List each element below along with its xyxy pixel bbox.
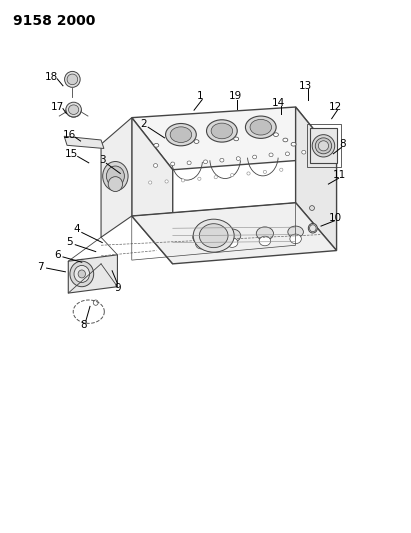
Ellipse shape xyxy=(106,166,125,186)
Ellipse shape xyxy=(302,150,306,154)
Ellipse shape xyxy=(193,219,234,252)
Text: 9: 9 xyxy=(114,283,121,293)
Ellipse shape xyxy=(78,270,85,278)
Ellipse shape xyxy=(236,157,240,160)
Polygon shape xyxy=(296,107,337,251)
Text: 1: 1 xyxy=(197,91,204,101)
Ellipse shape xyxy=(309,225,316,232)
Ellipse shape xyxy=(250,119,272,135)
Ellipse shape xyxy=(153,164,157,167)
Ellipse shape xyxy=(206,120,237,142)
Ellipse shape xyxy=(165,180,168,183)
Ellipse shape xyxy=(74,265,90,282)
Ellipse shape xyxy=(194,140,199,143)
Ellipse shape xyxy=(269,153,273,157)
Ellipse shape xyxy=(148,181,152,184)
Ellipse shape xyxy=(103,161,128,191)
Ellipse shape xyxy=(253,155,257,159)
Ellipse shape xyxy=(70,261,94,287)
Polygon shape xyxy=(132,107,337,169)
Ellipse shape xyxy=(263,170,266,173)
Ellipse shape xyxy=(319,141,328,151)
Text: 4: 4 xyxy=(73,224,80,235)
Ellipse shape xyxy=(69,105,79,115)
Ellipse shape xyxy=(285,152,289,156)
Text: 6: 6 xyxy=(54,250,60,260)
Text: 19: 19 xyxy=(229,91,242,101)
Ellipse shape xyxy=(65,71,80,87)
Ellipse shape xyxy=(309,206,314,211)
Ellipse shape xyxy=(193,231,210,244)
Ellipse shape xyxy=(245,116,276,139)
Text: 16: 16 xyxy=(63,130,76,140)
Polygon shape xyxy=(310,128,337,163)
Ellipse shape xyxy=(66,102,81,117)
Ellipse shape xyxy=(93,300,98,305)
Ellipse shape xyxy=(214,175,217,179)
Ellipse shape xyxy=(220,158,224,162)
Ellipse shape xyxy=(273,133,278,136)
Ellipse shape xyxy=(231,173,234,176)
Ellipse shape xyxy=(171,162,175,166)
Ellipse shape xyxy=(315,138,332,154)
Ellipse shape xyxy=(283,138,288,142)
Text: 15: 15 xyxy=(65,149,78,159)
Ellipse shape xyxy=(291,142,296,146)
Ellipse shape xyxy=(170,127,192,142)
Text: 12: 12 xyxy=(329,102,342,112)
Ellipse shape xyxy=(196,239,207,249)
Ellipse shape xyxy=(308,223,317,233)
Ellipse shape xyxy=(108,176,122,191)
Ellipse shape xyxy=(288,226,303,238)
Text: 13: 13 xyxy=(299,81,312,91)
Polygon shape xyxy=(68,255,118,293)
Text: 2: 2 xyxy=(140,119,147,129)
Ellipse shape xyxy=(181,179,185,182)
Ellipse shape xyxy=(226,238,238,247)
Text: 3: 3 xyxy=(99,155,106,165)
Polygon shape xyxy=(64,136,104,149)
Text: 7: 7 xyxy=(37,262,44,271)
Ellipse shape xyxy=(290,234,301,244)
Ellipse shape xyxy=(187,161,191,165)
Text: 8: 8 xyxy=(80,320,87,330)
Ellipse shape xyxy=(199,224,228,248)
Text: 17: 17 xyxy=(51,102,64,112)
Ellipse shape xyxy=(198,177,201,180)
Text: 9158 2000: 9158 2000 xyxy=(13,14,95,28)
Text: 11: 11 xyxy=(333,170,346,180)
Text: 14: 14 xyxy=(272,98,285,108)
Ellipse shape xyxy=(312,135,335,157)
Polygon shape xyxy=(132,118,173,264)
Ellipse shape xyxy=(211,123,233,139)
Ellipse shape xyxy=(154,143,159,147)
Ellipse shape xyxy=(234,137,239,141)
Text: 8: 8 xyxy=(339,139,346,149)
Ellipse shape xyxy=(279,168,283,171)
Polygon shape xyxy=(101,118,132,237)
Ellipse shape xyxy=(259,236,270,246)
Text: 5: 5 xyxy=(66,237,73,247)
Ellipse shape xyxy=(247,172,250,175)
Ellipse shape xyxy=(256,227,273,240)
Ellipse shape xyxy=(203,160,208,164)
Ellipse shape xyxy=(224,229,241,243)
Text: 10: 10 xyxy=(329,213,342,223)
Ellipse shape xyxy=(67,74,78,85)
Polygon shape xyxy=(132,203,337,264)
Text: 18: 18 xyxy=(45,72,58,82)
Ellipse shape xyxy=(166,124,196,146)
